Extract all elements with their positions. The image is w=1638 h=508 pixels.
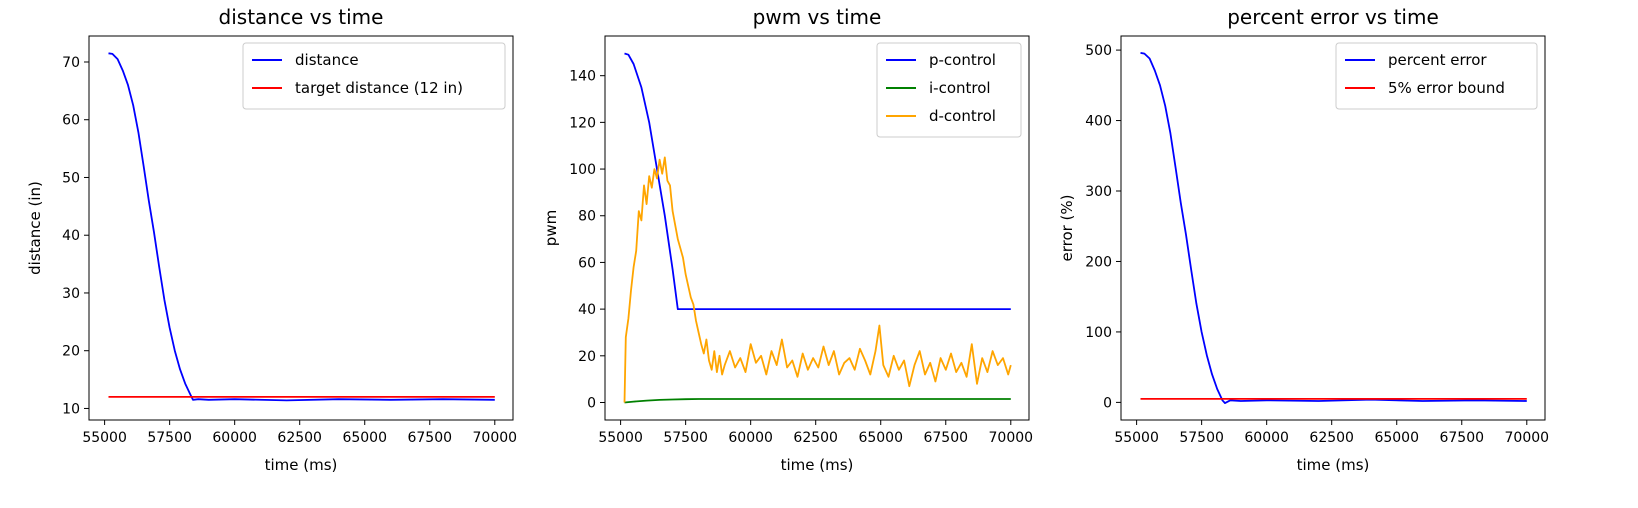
x-tick-label: 67500: [1439, 430, 1484, 446]
legend-label: target distance (12 in): [295, 79, 463, 97]
legend-box: [1335, 42, 1538, 110]
x-tick-label: 65000: [858, 430, 903, 446]
y-tick-label: 140: [569, 69, 596, 85]
series-line-1: [1140, 52, 1527, 404]
x-tick-label: 55000: [82, 430, 127, 446]
y-tick-label: 100: [1085, 325, 1112, 341]
x-tick-label: 57500: [147, 430, 192, 446]
x-tick-label: 62500: [277, 430, 322, 446]
legend-box: [876, 42, 1022, 138]
x-tick-label: 55000: [598, 430, 643, 446]
series-line-1: [624, 52, 1011, 310]
chart-title: pwm vs time: [753, 5, 882, 29]
chart-title: distance vs time: [219, 5, 384, 29]
x-tick-label: 70000: [1505, 430, 1550, 446]
legend-label: 5% error bound: [1388, 79, 1505, 97]
y-tick-label: 40: [62, 228, 80, 244]
y-tick-label: 20: [62, 344, 80, 360]
x-tick-label: 60000: [1244, 430, 1289, 446]
y-tick-label: 40: [578, 302, 596, 318]
x-tick-label: 60000: [212, 430, 257, 446]
x-tick-label: 70000: [473, 430, 518, 446]
x-axis-label: time (ms): [265, 456, 338, 474]
x-tick-label: 65000: [1374, 430, 1419, 446]
y-tick-label: 300: [1085, 184, 1112, 200]
legend: p-control i-control d-control: [876, 42, 1022, 138]
y-tick-label: 0: [587, 395, 596, 411]
x-tick-label: 55000: [1114, 430, 1159, 446]
legend-label: p-control: [929, 51, 996, 69]
x-tick-label: 60000: [728, 430, 773, 446]
x-tick-label: 67500: [407, 430, 452, 446]
x-axis-label: time (ms): [781, 456, 854, 474]
y-tick-label: 500: [1085, 43, 1112, 59]
x-tick-label: 67500: [923, 430, 968, 446]
y-tick-label: 70: [62, 55, 80, 71]
y-tick-label: 80: [578, 209, 596, 225]
y-tick-label: 30: [62, 286, 80, 302]
chart-panel-3: percent error vs time 55000 57500 60000 6250…: [1058, 5, 1549, 474]
x-tick-label: 57500: [663, 430, 708, 446]
x-tick-label: 65000: [342, 430, 387, 446]
legend: percent error 5% error bound: [1335, 42, 1538, 110]
y-tick-label: 20: [578, 349, 596, 365]
x-tick-label: 70000: [989, 430, 1034, 446]
legend-box: [242, 42, 506, 110]
legend-label: d-control: [929, 107, 996, 125]
y-tick-label: 200: [1085, 254, 1112, 270]
x-tick-label: 62500: [793, 430, 838, 446]
x-tick-label: 57500: [1179, 430, 1224, 446]
y-tick-label: 10: [62, 401, 80, 417]
plot-frame: [88, 35, 514, 421]
y-tick-label: 60: [62, 113, 80, 129]
legend-label: distance: [295, 51, 359, 69]
series-line-2: [624, 398, 1011, 404]
chart-panel-2: pwm vs time 55000 57500 60000 62500 65000 6750…: [542, 5, 1033, 474]
legend-label: percent error: [1388, 51, 1487, 69]
y-tick-label: 50: [62, 170, 80, 186]
chart-panel-1: distance vs time 55000 57500 60000 62500 6500…: [26, 5, 517, 474]
y-tick-label: 120: [569, 115, 596, 131]
x-axis-label: time (ms): [1297, 456, 1370, 474]
y-tick-label: 0: [1103, 395, 1112, 411]
plot-frame: [1120, 35, 1546, 421]
y-axis-label: error (%): [1058, 194, 1076, 261]
legend: distance target distance (12 in): [242, 42, 506, 110]
y-axis-label: pwm: [542, 210, 560, 246]
legend-label: i-control: [929, 79, 991, 97]
series-line-3: [623, 156, 1012, 403]
chart-title: percent error vs time: [1227, 5, 1439, 29]
y-axis-label: distance (in): [26, 181, 44, 275]
y-tick-label: 400: [1085, 114, 1112, 130]
y-tick-label: 60: [578, 255, 596, 271]
x-tick-label: 62500: [1309, 430, 1354, 446]
y-tick-label: 100: [569, 162, 596, 178]
series-line-1: [108, 52, 495, 402]
plot-frame: [604, 35, 1030, 421]
